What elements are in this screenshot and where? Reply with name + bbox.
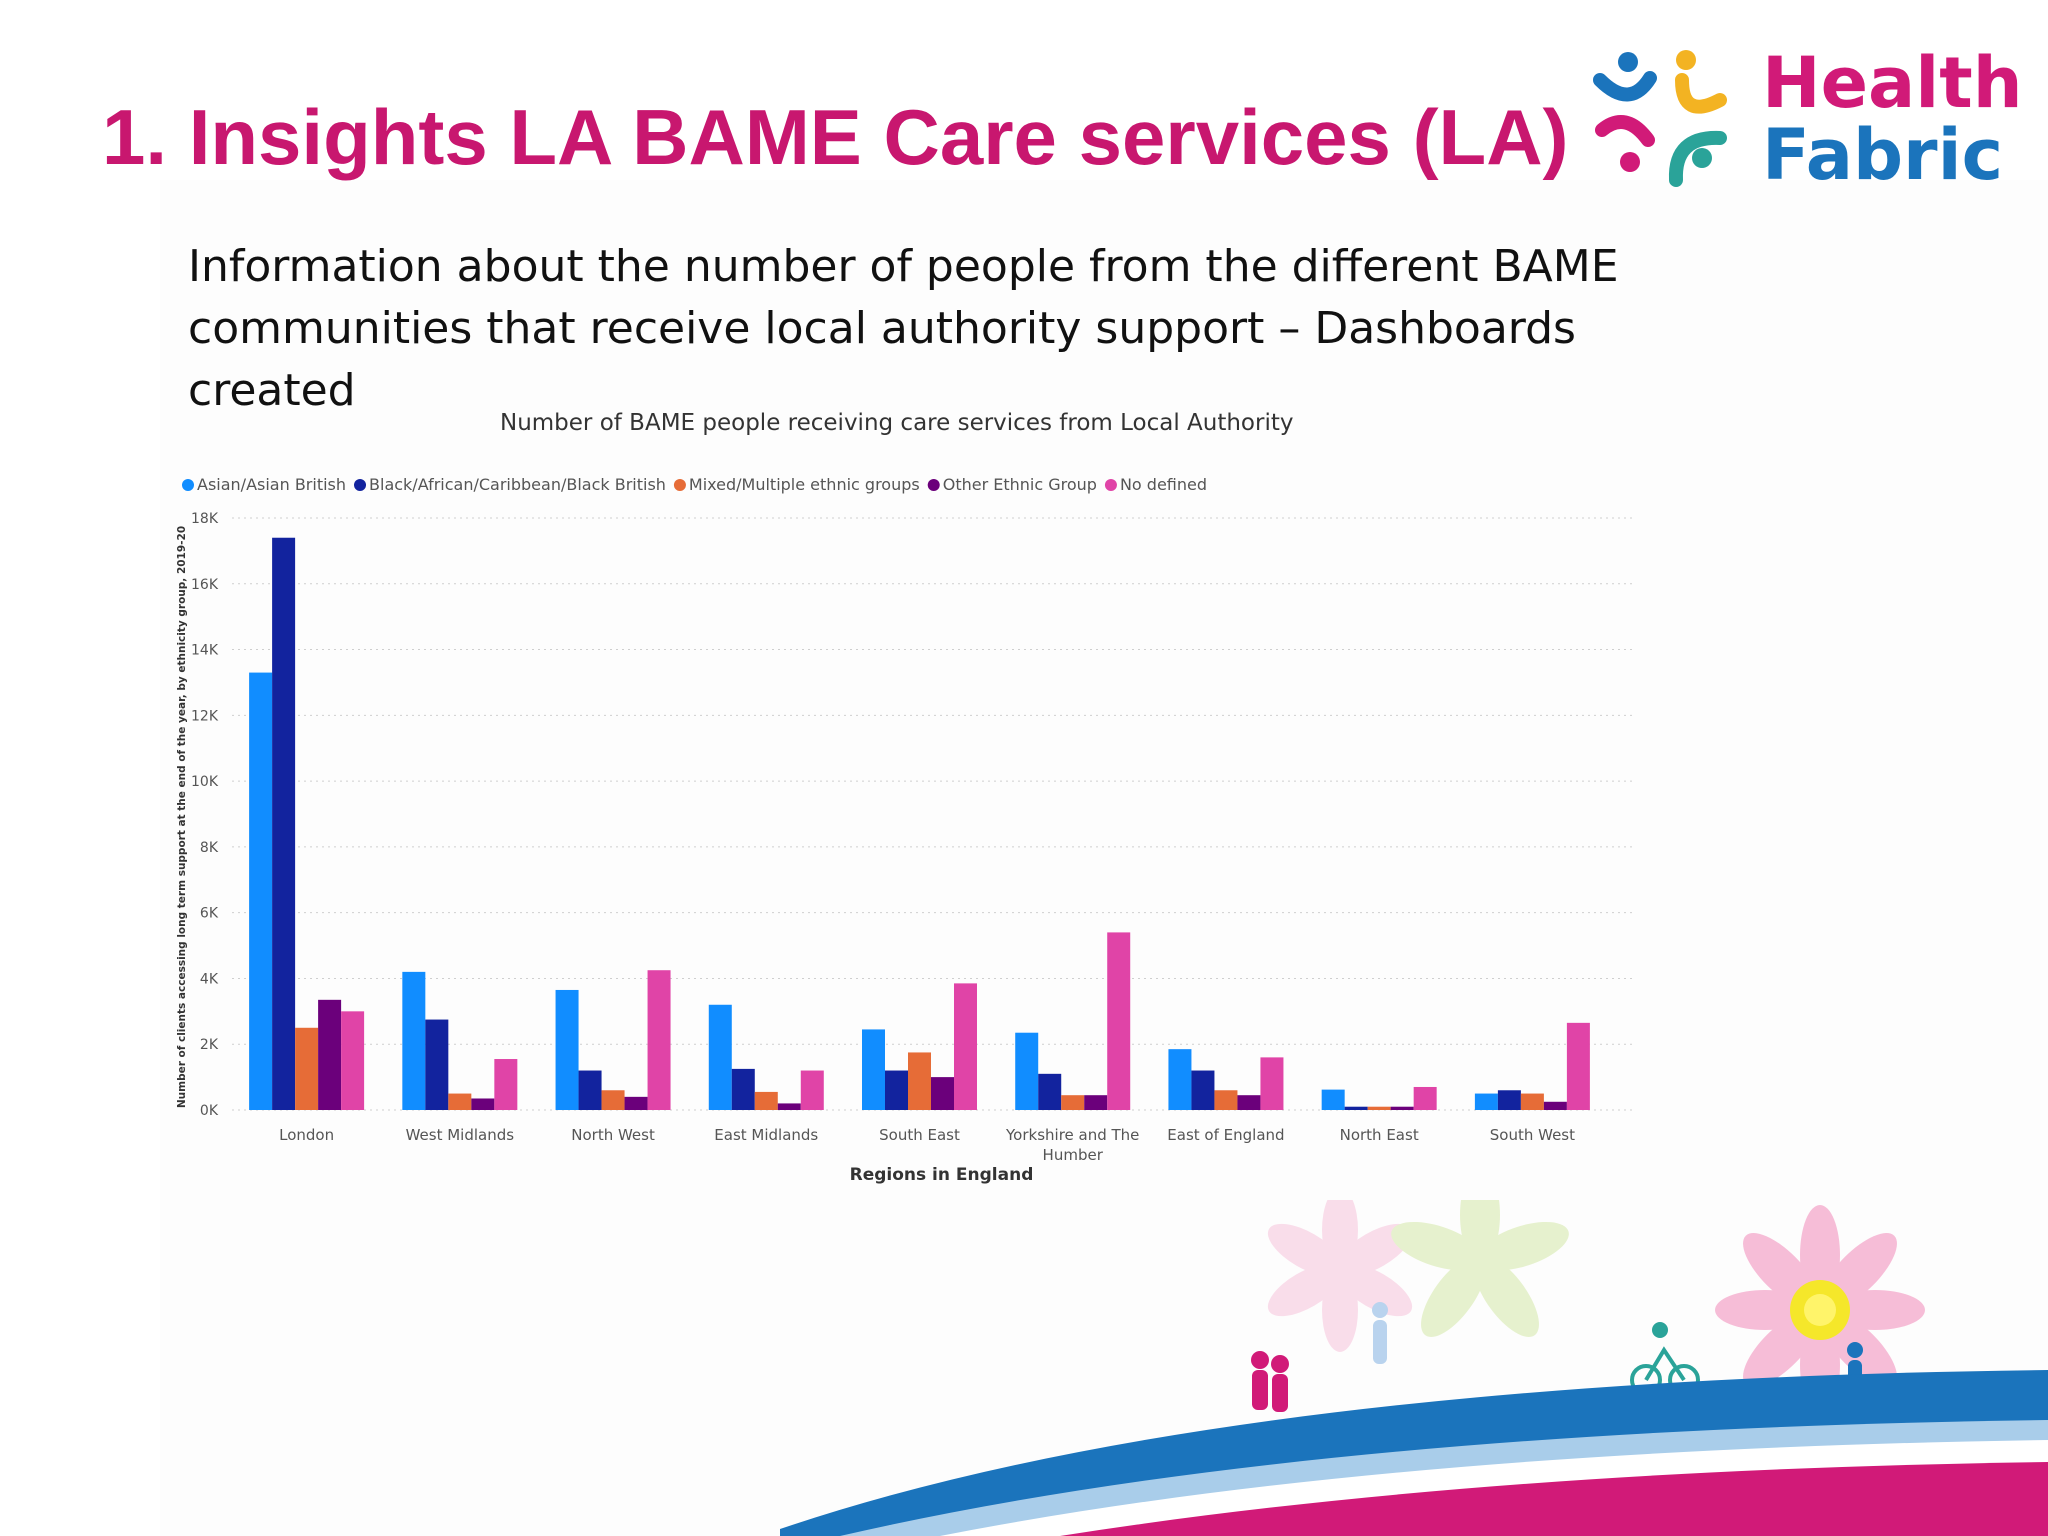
bar-7-3 [1390, 1106, 1414, 1110]
bar-5-1 [1038, 1073, 1062, 1110]
bar-6-0 [1168, 1049, 1192, 1110]
x-tick-label: West Midlands [406, 1126, 515, 1144]
bar-4-0 [862, 1029, 885, 1110]
bar-chart: Asian/Asian British Black/African/Caribbe… [176, 475, 1635, 1185]
bar-7-2 [1367, 1106, 1391, 1110]
x-tick-label: South West [1490, 1126, 1575, 1144]
slide-title: 1. Insights LA BAME Care services (LA) [102, 93, 1569, 181]
bar-5-2 [1061, 1095, 1085, 1110]
bar-8-4 [1566, 1022, 1590, 1110]
y-tick-label: 4K [200, 971, 219, 987]
health-fabric-logo: Health Fabric [1590, 40, 2023, 200]
x-tick-label: Yorkshire and The [1005, 1126, 1139, 1144]
bar-2-1 [578, 1070, 602, 1110]
legend-marker-0 [182, 479, 194, 491]
chart-title: Number of BAME people receiving care ser… [500, 410, 1294, 436]
bar-5-0 [1015, 1032, 1039, 1110]
bar-5-3 [1084, 1095, 1108, 1110]
footer-decoration [780, 1200, 2048, 1536]
x-tick-label: South East [879, 1126, 960, 1144]
x-tick-label: East of England [1167, 1126, 1284, 1144]
legend-marker-3 [927, 479, 940, 491]
bar-4-1 [885, 1070, 908, 1110]
x-tick-label: East Midlands [714, 1126, 818, 1144]
bar-0-3 [318, 999, 342, 1110]
bar-3-4 [800, 1070, 824, 1110]
x-tick-label: Humber [1043, 1146, 1104, 1164]
logo-health-text: Health [1762, 42, 2023, 124]
flower-decoration [1267, 1200, 1569, 1352]
bar-1-1 [425, 1019, 449, 1110]
y-tick-label: 10K [191, 774, 219, 790]
legend-label-3: Other Ethnic Group [943, 475, 1097, 494]
bar-0-4 [341, 1011, 365, 1110]
bar-2-4 [647, 970, 671, 1110]
bar-0-2 [295, 1027, 319, 1110]
legend-marker-1 [354, 479, 367, 491]
x-axis-label: Regions in England [850, 1165, 1034, 1185]
y-tick-label: 18K [191, 511, 219, 527]
y-tick-label: 6K [200, 906, 219, 922]
bar-4-2 [908, 1052, 931, 1110]
x-tick-label: London [279, 1126, 334, 1144]
bar-6-4 [1260, 1057, 1284, 1110]
bar-7-1 [1344, 1106, 1368, 1110]
bar-7-0 [1321, 1089, 1345, 1110]
x-tick-label: North West [571, 1126, 655, 1144]
legend-label-1: Black/African/Caribbean/Black British [369, 475, 666, 494]
bar-8-0 [1474, 1093, 1498, 1110]
legend-label-2: Mixed/Multiple ethnic groups [689, 475, 920, 494]
bar-3-0 [708, 1004, 732, 1110]
legend-marker-2 [673, 479, 686, 491]
logo-fabric-text: Fabric [1762, 114, 2004, 196]
bar-6-3 [1237, 1095, 1261, 1110]
y-tick-label: 2K [200, 1037, 219, 1053]
wave-decoration [780, 1370, 2048, 1536]
bar-3-2 [754, 1091, 778, 1110]
legend-label-0: Asian/Asian British [197, 475, 346, 494]
intro-text: Information about the number of people f… [188, 241, 1619, 416]
bar-3-1 [731, 1068, 755, 1110]
y-tick-label: 14K [191, 643, 219, 659]
bar-1-4 [494, 1059, 518, 1110]
bar-0-1 [272, 537, 296, 1110]
y-axis-label: Number of clients accessing long term su… [176, 526, 188, 1108]
bar-8-1 [1497, 1090, 1521, 1110]
people-silhouettes [1251, 1302, 1863, 1412]
bar-1-0 [402, 971, 426, 1110]
bar-1-3 [471, 1098, 495, 1110]
bar-4-3 [931, 1077, 954, 1110]
x-tick-label: North East [1340, 1126, 1419, 1144]
bar-8-2 [1520, 1093, 1544, 1110]
y-tick-label: 12K [191, 708, 219, 724]
bar-3-3 [777, 1103, 801, 1110]
bar-2-3 [624, 1096, 648, 1110]
bar-2-2 [601, 1090, 625, 1110]
logo-people-icon [1593, 50, 1727, 187]
bar-0-0 [249, 672, 273, 1110]
bar-6-1 [1191, 1070, 1215, 1110]
y-tick-label: 16K [191, 577, 219, 593]
bar-4-4 [954, 983, 977, 1110]
bar-5-4 [1107, 932, 1131, 1110]
y-tick-label: 0K [200, 1103, 219, 1119]
bar-2-0 [555, 989, 579, 1110]
bar-7-4 [1413, 1086, 1437, 1110]
bar-6-2 [1214, 1090, 1238, 1110]
bar-1-2 [448, 1093, 472, 1110]
bar-8-3 [1543, 1101, 1567, 1110]
legend-label-4: No defined [1120, 475, 1207, 494]
y-tick-label: 8K [200, 840, 219, 856]
legend-marker-4 [1104, 479, 1117, 491]
